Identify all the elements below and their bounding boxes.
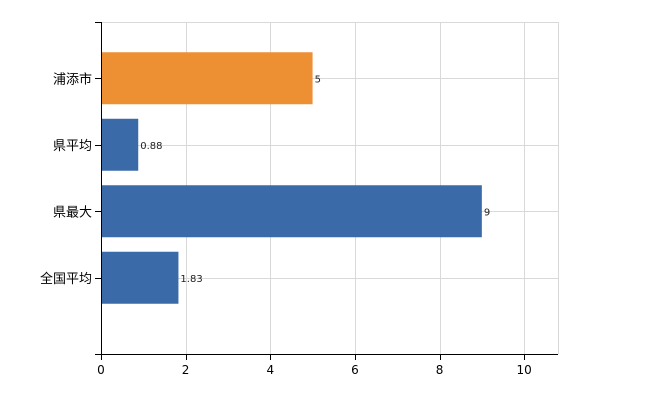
bar-0 <box>101 52 313 105</box>
category-label: 県最大 <box>53 205 92 220</box>
labels: 5 浦添市 0.88 県平均 9 県最大 1.83 全国平均 0 2 4 6 8 10 <box>40 71 532 377</box>
data-label: 1.83 <box>180 274 202 285</box>
category-label: 県平均 <box>53 139 92 154</box>
bar-3 <box>101 251 179 304</box>
category-label: 全国平均 <box>40 271 92 287</box>
x-tick-label: 10 <box>517 363 532 377</box>
data-label: 0.88 <box>140 141 162 152</box>
x-tick-label: 0 <box>97 363 105 377</box>
x-tick-label: 8 <box>436 363 444 377</box>
data-label: 9 <box>484 207 490 218</box>
axes <box>95 22 558 360</box>
bars <box>101 52 482 304</box>
data-label: 5 <box>315 74 321 85</box>
bar-2 <box>101 185 482 238</box>
bar-1 <box>101 118 139 171</box>
x-tick-label: 6 <box>351 363 359 377</box>
category-label: 浦添市 <box>53 71 92 87</box>
x-tick-label: 2 <box>182 363 190 377</box>
x-tick-label: 4 <box>266 363 274 377</box>
